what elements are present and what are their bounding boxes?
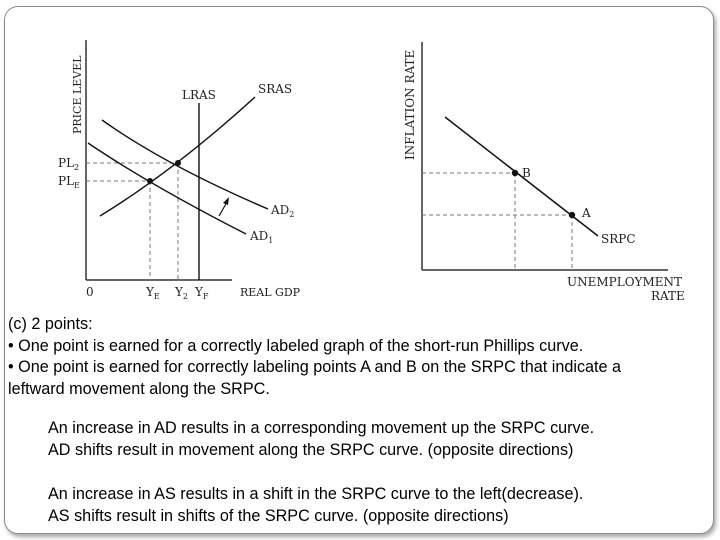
ad2-curve — [101, 119, 269, 210]
as-explanation-line2: AS shifts result in shifts of the SRPC c… — [48, 506, 509, 525]
ad1-curve — [87, 142, 247, 235]
point-b-label: B — [522, 166, 531, 180]
right-x-axis-label-line2: RATE — [651, 289, 685, 303]
point-a — [568, 211, 576, 219]
ad2-label: AD2 — [270, 203, 294, 219]
as-explanation: An increase in AS results in a shift in … — [48, 484, 583, 527]
left-y-axis-label: PRICE LEVEL — [71, 55, 84, 134]
pl2-label: PL2 — [58, 156, 79, 172]
srpc-label: SRPC — [601, 232, 636, 246]
shift-arrow — [218, 201, 228, 217]
ad-explanation: An increase in AD results in a correspon… — [48, 418, 594, 461]
scoring-bullet-2-cont: leftward movement along the SRPC. — [8, 379, 270, 398]
ad-explanation-line1: An increase in AD results in a correspon… — [48, 419, 595, 437]
left-x-axis-label: REAL GDP — [240, 286, 301, 299]
point-e2 — [175, 160, 181, 166]
scoring-bullet-1: • One point is earned for a correctly la… — [8, 336, 584, 355]
shift-arrow-head — [223, 197, 229, 205]
ad2-label-text: AD — [270, 203, 289, 217]
lras-label: LRAS — [182, 88, 216, 102]
sras-label: SRAS — [258, 82, 292, 96]
point-e1 — [147, 178, 153, 184]
scoring-heading: (c) 2 points: — [8, 315, 93, 333]
point-a-label: A — [581, 206, 591, 220]
right-y-axis-label: INFLATION RATE — [403, 50, 417, 160]
origin-label: 0 — [86, 285, 94, 299]
ad1-label-text: AD — [249, 229, 268, 243]
scoring-bullet-2: • One point is earned for correctly labe… — [8, 358, 622, 376]
right-x-axis-label-line1: UNEMPLOYMENT — [567, 275, 682, 289]
ad-explanation-line2: AD shifts result in movement along the S… — [48, 440, 574, 459]
point-b — [511, 169, 519, 177]
ad1-label: AD1 — [249, 229, 273, 245]
as-explanation-line1: An increase in AS results in a shift in … — [48, 485, 584, 503]
scoring-paragraph: (c) 2 points: • One point is earned for … — [8, 314, 621, 400]
